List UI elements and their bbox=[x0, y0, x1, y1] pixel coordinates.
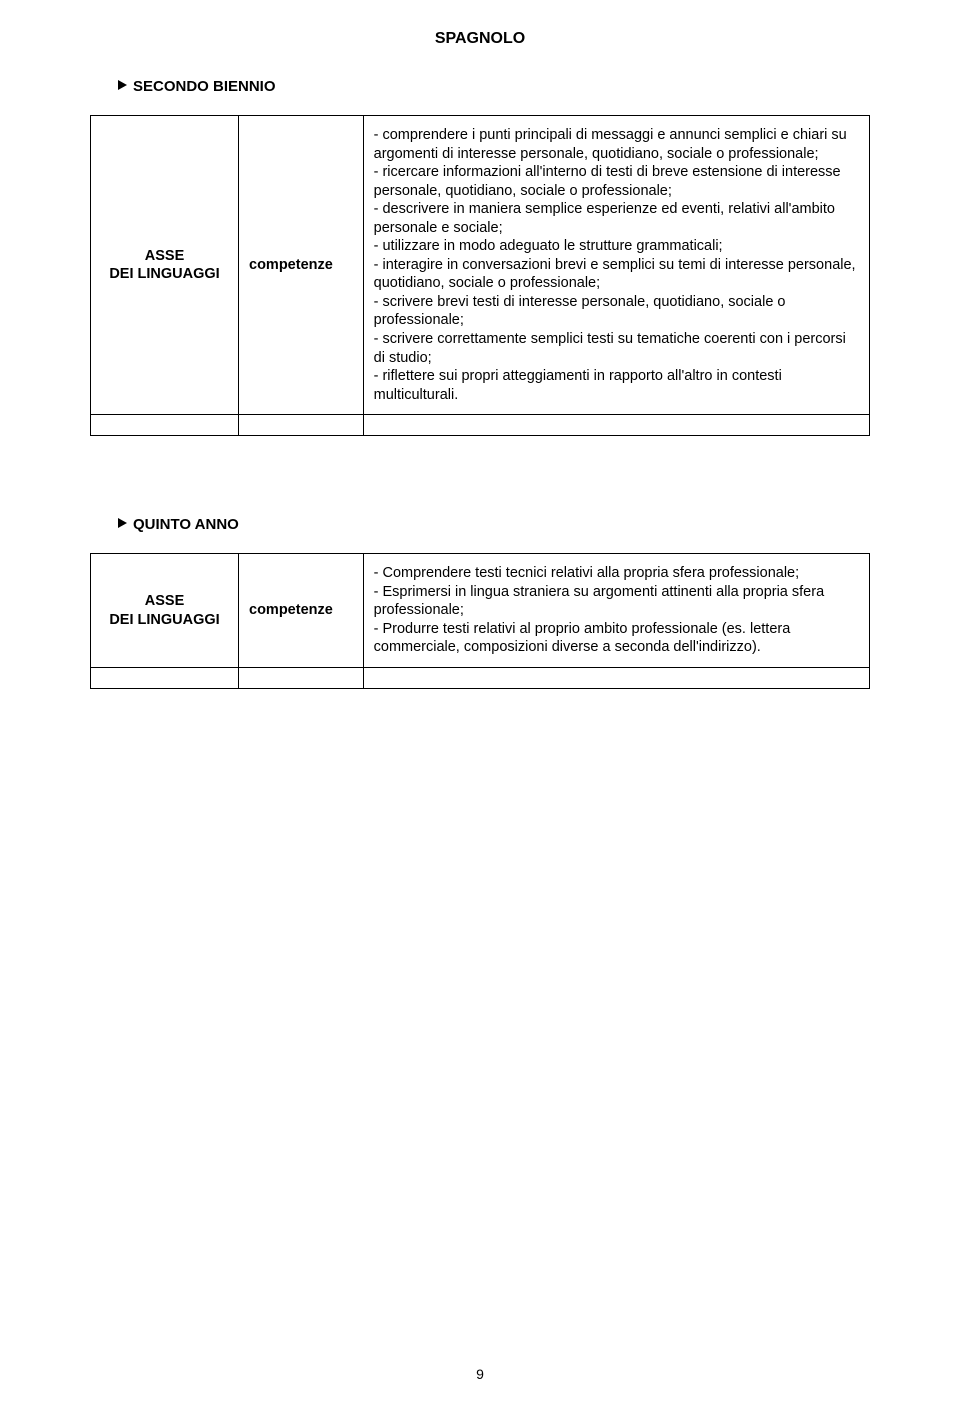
asse-line2: DEI LINGUAGGI bbox=[101, 611, 228, 630]
cell-body-secondo: - comprendere i punti principali di mess… bbox=[363, 116, 869, 415]
section-heading-quinto-text: QUINTO ANNO bbox=[133, 516, 239, 533]
empty-cell bbox=[363, 415, 869, 436]
table-row: ASSE DEI LINGUAGGI competenze - comprend… bbox=[91, 116, 870, 415]
arrow-icon bbox=[118, 518, 127, 528]
table-row: ASSE DEI LINGUAGGI competenze - Comprend… bbox=[91, 554, 870, 668]
empty-cell bbox=[239, 415, 364, 436]
empty-cell bbox=[91, 415, 239, 436]
empty-cell bbox=[239, 667, 364, 688]
empty-cell bbox=[91, 667, 239, 688]
section-heading-quinto: QUINTO ANNO bbox=[118, 516, 870, 533]
table-quinto: ASSE DEI LINGUAGGI competenze - Comprend… bbox=[90, 553, 870, 689]
page-number: 9 bbox=[0, 1366, 960, 1382]
cell-competenze-quinto: competenze bbox=[239, 554, 364, 668]
asse-line1: ASSE bbox=[101, 592, 228, 611]
arrow-icon bbox=[118, 80, 127, 90]
section-heading-secondo: SECONDO BIENNIO bbox=[118, 78, 870, 95]
cell-asse-secondo: ASSE DEI LINGUAGGI bbox=[91, 116, 239, 415]
empty-cell bbox=[363, 667, 869, 688]
document-title: SPAGNOLO bbox=[90, 30, 870, 48]
asse-line1: ASSE bbox=[101, 247, 228, 266]
table-secondo: ASSE DEI LINGUAGGI competenze - comprend… bbox=[90, 115, 870, 436]
section-quinto: QUINTO ANNO ASSE DEI LINGUAGGI competenz… bbox=[90, 516, 870, 689]
asse-line2: DEI LINGUAGGI bbox=[101, 265, 228, 284]
page-container: SPAGNOLO SECONDO BIENNIO ASSE DEI LINGUA… bbox=[0, 0, 960, 689]
cell-asse-quinto: ASSE DEI LINGUAGGI bbox=[91, 554, 239, 668]
table-row-empty bbox=[91, 667, 870, 688]
section-heading-secondo-text: SECONDO BIENNIO bbox=[133, 78, 276, 95]
cell-body-quinto: - Comprendere testi tecnici relativi all… bbox=[363, 554, 869, 668]
cell-competenze-secondo: competenze bbox=[239, 116, 364, 415]
table-row-empty bbox=[91, 415, 870, 436]
